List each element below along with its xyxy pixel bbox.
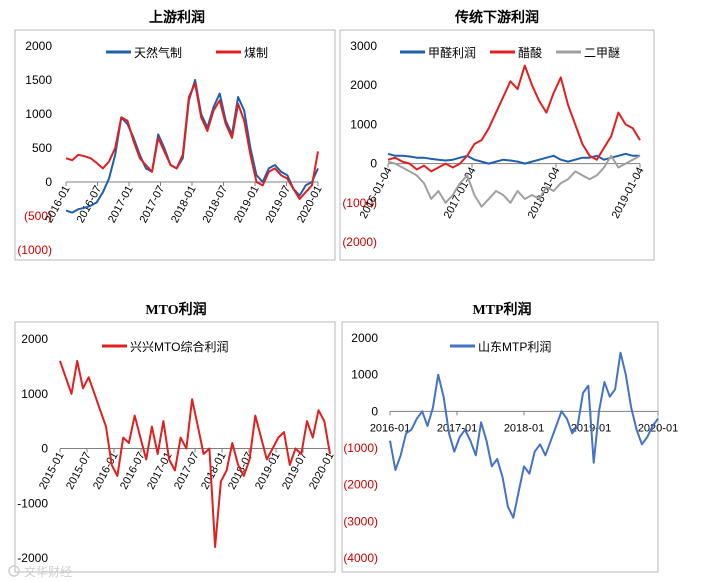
y-tick-label: -1000 <box>17 496 48 510</box>
y-tick-label: (500) <box>24 209 52 223</box>
legend: 兴兴MTO综合利润 <box>102 339 228 354</box>
legend: 山东MTP利润 <box>450 340 551 354</box>
x-tick-label: 2020-01 <box>638 422 678 434</box>
x-tick-label: 2016-01 <box>370 422 410 434</box>
panel-upstream <box>14 29 336 261</box>
legend-label: 醋酸 <box>518 45 542 60</box>
y-tick-label: 1000 <box>21 387 48 401</box>
watermark: 文华财经 <box>24 564 72 579</box>
y-tick-label: 0 <box>370 157 377 171</box>
panel-mtp <box>341 321 659 573</box>
y-tick-label: 0 <box>41 442 48 456</box>
y-tick-label: 3000 <box>350 39 377 53</box>
x-tick-label: 2018-01 <box>504 422 544 434</box>
y-tick-label: (3000) <box>343 514 378 528</box>
panel-mto <box>14 321 336 573</box>
chart-title: 传统下游利润 <box>454 9 539 26</box>
chart-title: MTP利润 <box>472 301 531 318</box>
y-tick-label: (1000) <box>342 196 377 210</box>
legend-label: 山东MTP利润 <box>478 340 551 354</box>
x-tick-label: 2017-01 <box>437 422 477 434</box>
watermark-icon <box>8 565 20 577</box>
panel-downstream <box>339 29 655 261</box>
legend-label: 天然气制 <box>134 45 182 60</box>
y-tick-label: (4000) <box>343 551 378 565</box>
y-tick-label: 1000 <box>350 117 377 131</box>
legend: 天然气制 煤制 <box>106 45 268 60</box>
y-tick-label: 0 <box>45 175 52 189</box>
series-line-2 <box>387 64 641 173</box>
series-line-1 <box>389 351 659 519</box>
y-tick-label: (1000) <box>17 243 52 257</box>
y-tick-label: 1000 <box>351 368 378 382</box>
y-tick-label: (2000) <box>342 235 377 249</box>
y-tick-label: 1000 <box>25 107 52 121</box>
chart-title: 上游利润 <box>149 9 205 26</box>
chart-title: MTO利润 <box>145 301 206 318</box>
y-tick-label: 0 <box>371 404 378 418</box>
y-tick-label: (1000) <box>343 441 378 455</box>
y-tick-label: 2000 <box>350 78 377 92</box>
y-tick-label: 2000 <box>25 39 52 53</box>
legend-label: 煤制 <box>244 46 268 60</box>
y-tick-label: (2000) <box>343 478 378 492</box>
y-tick-label: 2000 <box>351 331 378 345</box>
legend-label: 兴兴MTO综合利润 <box>130 339 228 354</box>
series-line-2 <box>65 82 319 200</box>
legend-label: 甲醛利润 <box>428 45 476 60</box>
y-tick-label: 2000 <box>21 332 48 346</box>
y-tick-label: -2000 <box>17 551 48 565</box>
series-line-3 <box>387 154 641 208</box>
legend-label: 二甲醚 <box>584 46 620 60</box>
y-tick-label: 500 <box>32 141 52 155</box>
series-line-1 <box>59 359 331 548</box>
y-tick-label: 1500 <box>25 73 52 87</box>
legend: 甲醛利润 醋酸 二甲醚 <box>400 45 620 60</box>
